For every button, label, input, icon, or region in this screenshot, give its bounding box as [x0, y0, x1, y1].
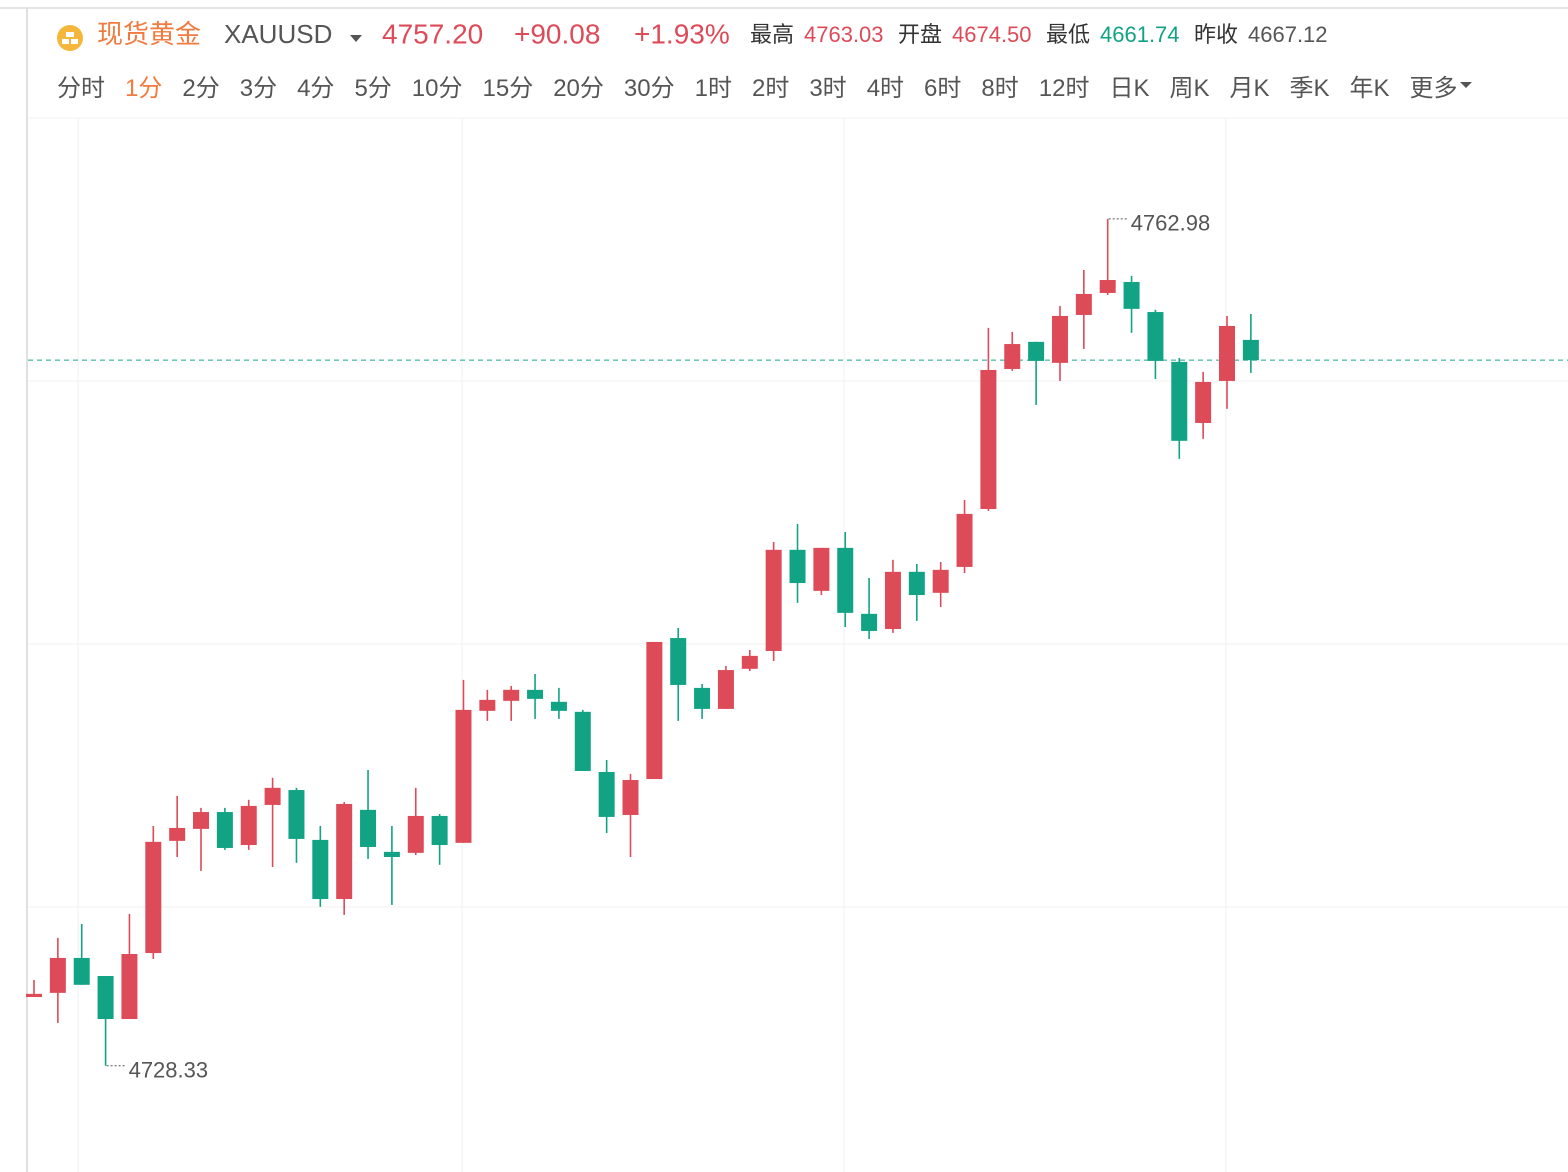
interval-tab[interactable]: 15分: [482, 74, 534, 102]
interval-tab[interactable]: 4时: [866, 74, 905, 102]
candle-body: [312, 839, 329, 900]
candle-body: [360, 809, 377, 847]
stat-value: 4674.50: [952, 22, 1032, 47]
candle-body: [455, 709, 472, 843]
interval-tab[interactable]: 分时: [57, 74, 105, 102]
candle-body: [861, 613, 878, 631]
interval-tab[interactable]: 2分: [182, 74, 220, 102]
interval-tab[interactable]: 3时: [809, 74, 847, 102]
asset-symbol[interactable]: XAUUSD: [224, 19, 332, 49]
candle-body: [193, 812, 210, 829]
price-change: +90.08: [514, 18, 600, 49]
candle-body: [407, 815, 424, 853]
interval-tab[interactable]: 1时: [694, 74, 732, 102]
candle-body: [1075, 293, 1092, 315]
candle-body: [240, 805, 257, 846]
interval-tab[interactable]: 20分: [553, 74, 604, 102]
candle-body: [694, 687, 711, 709]
candle-body: [336, 803, 353, 900]
candle-body: [1219, 325, 1235, 381]
candle-body: [383, 851, 400, 857]
stat-label: 最高: [750, 22, 794, 47]
interval-tab[interactable]: 日K: [1109, 74, 1150, 102]
interval-tab[interactable]: 周K: [1169, 74, 1210, 102]
candle-body: [1171, 361, 1188, 441]
candle-body: [717, 670, 734, 709]
dropdown-caret[interactable]: [350, 35, 362, 42]
interval-tab[interactable]: 2时: [751, 74, 790, 102]
candle-body: [980, 369, 997, 510]
stat-label: 昨收: [1194, 22, 1238, 47]
extreme-label: 4728.33: [129, 1058, 209, 1083]
candle-body: [26, 993, 42, 998]
candle-body: [622, 780, 639, 815]
candle-body: [574, 711, 591, 771]
candle-body: [1028, 341, 1045, 361]
interval-tab[interactable]: 年K: [1349, 74, 1390, 102]
interval-tab[interactable]: 12时: [1038, 74, 1090, 102]
candle-body: [49, 957, 66, 993]
interval-tab[interactable]: 季K: [1289, 74, 1330, 102]
candle-body: [598, 771, 615, 817]
interval-tab[interactable]: 6时: [924, 74, 962, 102]
price-change-pct: +1.93%: [634, 18, 730, 49]
candle-body: [908, 571, 925, 596]
interval-tabs: 分时 1分 2分 3分 4分 5分 10分 15分 20分 30分 1时 2时 3时 4时 6时 8时 12时日…: [57, 66, 1472, 104]
candle-body: [765, 549, 782, 651]
candle-body: [956, 513, 973, 567]
interval-tab[interactable]: 10分: [411, 74, 463, 102]
candle-body: [288, 790, 305, 839]
interval-tab[interactable]: 4分: [297, 74, 335, 102]
asset-name: 现货黄金: [97, 19, 201, 49]
candle-body: [479, 699, 496, 711]
stat-label: 最低: [1046, 22, 1090, 47]
interval-tab[interactable]: 月K: [1229, 74, 1270, 102]
candle-body: [1195, 381, 1212, 423]
candle-body: [789, 549, 806, 584]
stat-label: 开盘: [898, 22, 942, 47]
candle-body: [884, 571, 901, 629]
dropdown-caret[interactable]: [1459, 82, 1472, 88]
interval-tab[interactable]: 更多: [1409, 74, 1458, 102]
candle-body: [73, 957, 90, 985]
candle-body: [1051, 315, 1068, 363]
interval-tab[interactable]: 5分: [354, 74, 392, 102]
candle-body: [145, 841, 162, 954]
interval-tab[interactable]: 8时: [981, 74, 1019, 102]
candle-body: [932, 569, 949, 593]
candle-body: [1123, 281, 1140, 309]
candle-body: [121, 954, 138, 1020]
gold-icon: [57, 25, 83, 51]
candle-body: [837, 547, 854, 613]
candle-body: [431, 815, 448, 846]
interval-tab[interactable]: 30分: [623, 74, 675, 102]
last-price: 4757.20: [382, 18, 483, 49]
interval-tab[interactable]: 1分: [125, 74, 163, 102]
candle-body: [527, 689, 544, 699]
candle-body: [1004, 344, 1021, 369]
candle-body: [646, 641, 663, 780]
candle-body: [550, 701, 567, 711]
candle-body: [216, 812, 233, 848]
extreme-label: 4762.98: [1131, 211, 1211, 236]
candle-body: [741, 655, 758, 669]
candle-body: [264, 787, 281, 805]
stat-value: 4661.74: [1100, 22, 1180, 47]
candle-body: [1099, 280, 1116, 293]
candle-body: [1242, 339, 1259, 361]
candle-body: [813, 547, 830, 591]
interval-tab[interactable]: 3分: [239, 74, 278, 102]
stat-value: 4667.12: [1248, 22, 1328, 47]
candle-body: [503, 689, 520, 701]
candle-body: [1147, 312, 1164, 361]
candle-body: [97, 976, 114, 1020]
candle-body: [169, 827, 186, 841]
candle-body: [670, 638, 687, 685]
stat-value: 4763.03: [804, 22, 884, 47]
